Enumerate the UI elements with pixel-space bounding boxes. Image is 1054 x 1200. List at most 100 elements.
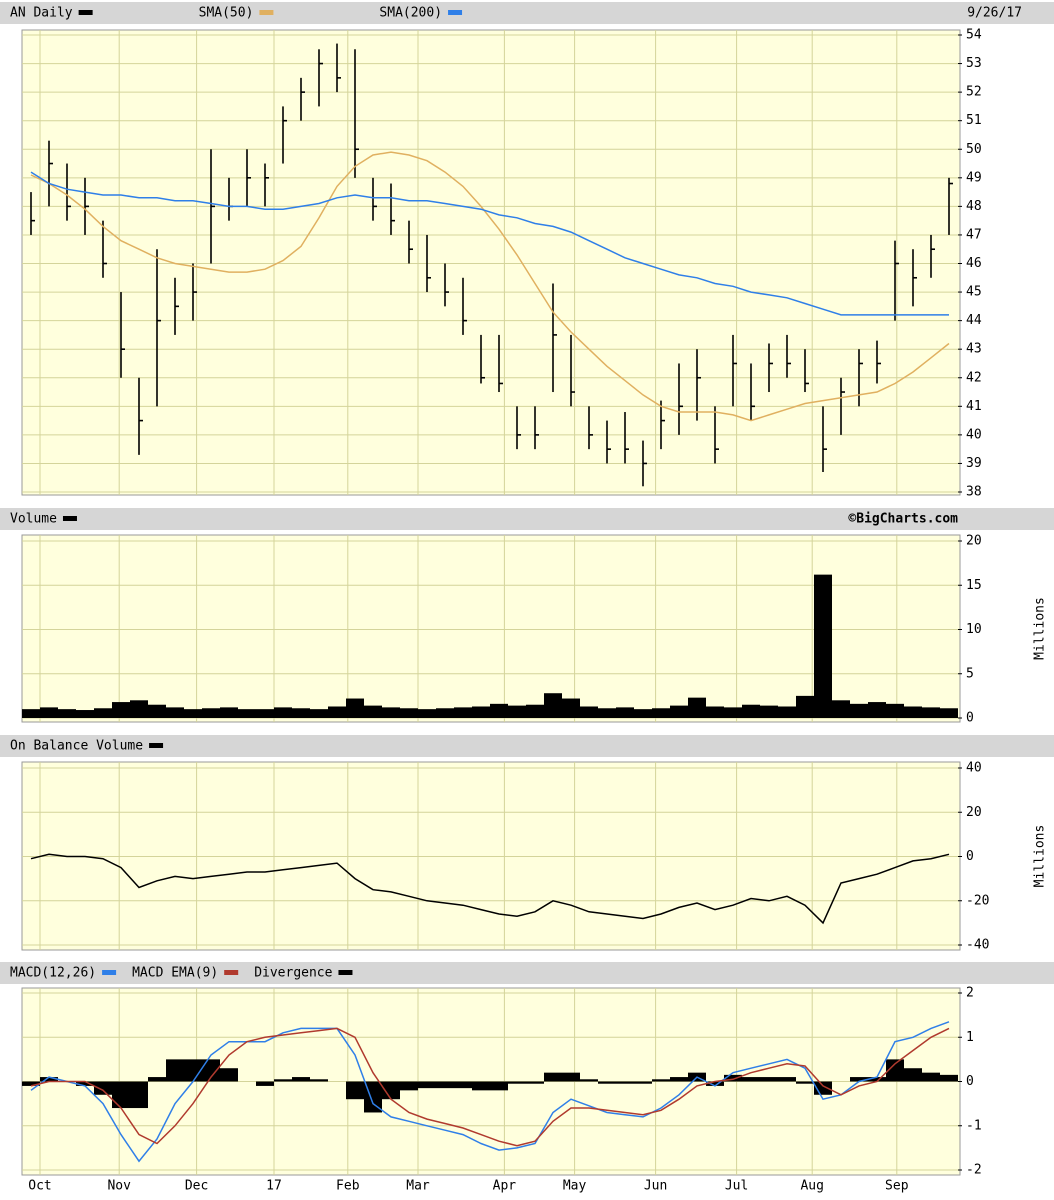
bar	[562, 1072, 580, 1082]
bar	[220, 707, 238, 718]
bar	[454, 1081, 472, 1089]
bar	[526, 704, 544, 718]
x-tick-label: May	[563, 1179, 587, 1194]
bar	[508, 1081, 526, 1084]
x-tick-label: Feb	[336, 1179, 360, 1194]
bar	[310, 709, 328, 718]
bar	[148, 1077, 166, 1082]
bar	[184, 709, 202, 718]
bar	[688, 697, 706, 718]
legend-label: AN Daily	[10, 6, 73, 21]
bar	[490, 1081, 508, 1091]
plot-area	[21, 534, 961, 723]
bar	[562, 698, 580, 718]
bar	[94, 708, 112, 718]
bar	[616, 707, 634, 718]
bar	[724, 1074, 742, 1082]
bar	[364, 705, 382, 718]
legend-swatch	[224, 970, 239, 975]
bar	[922, 1072, 940, 1082]
bar	[706, 1081, 724, 1086]
y-tick-label: 15	[966, 578, 982, 593]
bar	[166, 1059, 184, 1082]
line	[30, 151, 950, 422]
y-tick-label: 44	[966, 313, 982, 328]
y-tick-label: 41	[966, 399, 982, 414]
y-tick-label: 10	[966, 622, 982, 637]
bar	[256, 709, 274, 718]
legend-label: MACD(12,26)	[10, 966, 96, 981]
y-tick-label: 5	[966, 666, 974, 681]
line	[30, 1021, 950, 1163]
y-tick-label: 40	[966, 427, 982, 442]
bar	[832, 700, 850, 718]
source-label: ©BigCharts.com	[848, 512, 958, 527]
bar	[22, 709, 40, 718]
legend-swatch	[259, 10, 274, 15]
x-tick-label: Jul	[725, 1179, 748, 1194]
legend-swatch	[62, 516, 77, 521]
bar	[94, 1081, 112, 1095]
x-tick-label: 17	[266, 1179, 282, 1194]
y-tick-label: 51	[966, 113, 982, 128]
x-tick-label: Mar	[406, 1179, 430, 1194]
bar	[724, 707, 742, 718]
bar	[814, 574, 832, 718]
bar	[382, 707, 400, 718]
bar	[904, 706, 922, 718]
y-tick-label: 49	[966, 170, 982, 185]
bar	[40, 707, 58, 718]
bar	[400, 1081, 418, 1091]
bar	[436, 1081, 454, 1089]
y-tick-label: 2	[966, 986, 974, 1001]
bar	[544, 693, 562, 718]
bar	[472, 1081, 490, 1091]
bar	[886, 1059, 904, 1082]
bar	[148, 704, 166, 718]
bar	[112, 702, 130, 718]
bar	[796, 1081, 814, 1084]
x-tick-label: Dec	[185, 1179, 208, 1194]
bar	[76, 1081, 94, 1086]
bar	[742, 704, 760, 718]
bar	[220, 1068, 238, 1082]
bar	[508, 705, 526, 718]
bar	[256, 1081, 274, 1086]
date-label: 9/26/17	[967, 6, 1022, 21]
bar	[166, 707, 184, 718]
bar	[202, 708, 220, 718]
x-tick-label: Nov	[107, 1179, 131, 1194]
plot-area	[21, 29, 961, 496]
y-tick-label: -20	[966, 893, 989, 908]
bar	[58, 709, 76, 718]
bar	[436, 708, 454, 718]
bar	[112, 1081, 130, 1109]
bar	[868, 1077, 886, 1082]
y-tick-label: 52	[966, 85, 982, 100]
bar	[760, 1077, 778, 1082]
bar	[328, 706, 346, 718]
bar	[616, 1081, 634, 1084]
bar	[904, 1068, 922, 1082]
line	[30, 853, 950, 925]
y-tick-label: 50	[966, 142, 982, 157]
legend-swatch	[102, 970, 117, 975]
y-tick-label: 40	[966, 761, 982, 776]
x-tick-label: Oct	[28, 1179, 51, 1194]
legend-swatch	[149, 743, 164, 748]
y-tick-label: -1	[966, 1118, 982, 1133]
bar	[526, 1081, 544, 1084]
bar	[490, 703, 508, 718]
bar	[364, 1081, 382, 1113]
legend-label: On Balance Volume	[10, 739, 143, 754]
y-tick-label: 39	[966, 456, 982, 471]
bar	[778, 706, 796, 718]
bar	[598, 708, 616, 718]
y-tick-label: 53	[966, 56, 982, 71]
legend-label: SMA(200)	[379, 6, 442, 21]
bar	[382, 1081, 400, 1100]
bar	[400, 708, 418, 718]
bar	[76, 710, 94, 718]
y-tick-label: 43	[966, 342, 982, 357]
legend-swatch	[78, 10, 93, 15]
